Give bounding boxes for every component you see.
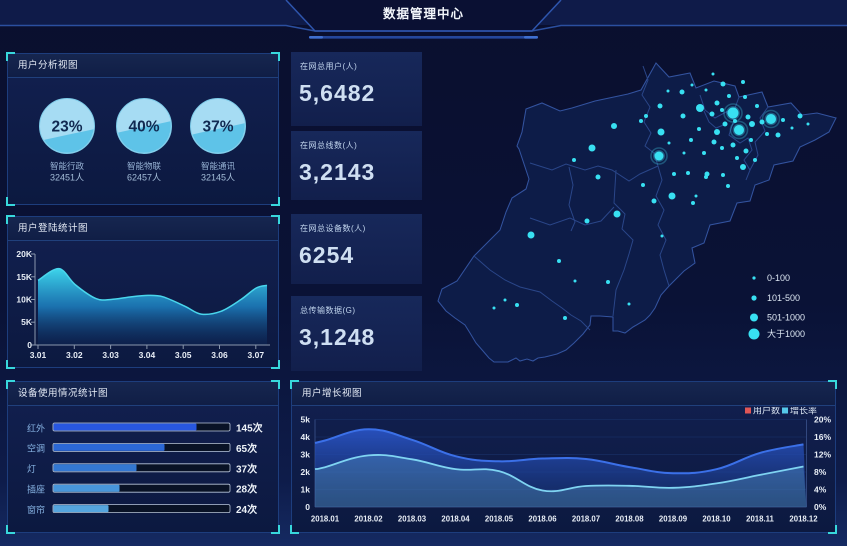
svg-text:0%: 0%: [814, 502, 827, 512]
svg-text:2018.09: 2018.09: [659, 515, 688, 524]
svg-text:2018.10: 2018.10: [702, 515, 731, 524]
svg-text:1k: 1k: [301, 485, 311, 495]
svg-text:3.03: 3.03: [102, 350, 119, 360]
svg-text:37次: 37次: [236, 462, 257, 475]
svg-text:3.06: 3.06: [211, 350, 228, 360]
svg-text:2018.05: 2018.05: [485, 515, 514, 524]
svg-text:2018.02: 2018.02: [354, 515, 383, 524]
svg-text:窗帘: 窗帘: [27, 504, 45, 515]
svg-text:2018.12: 2018.12: [789, 515, 818, 524]
svg-text:2018.07: 2018.07: [572, 515, 600, 524]
svg-text:40%: 40%: [128, 119, 159, 136]
svg-text:2018.08: 2018.08: [615, 515, 644, 524]
svg-text:5k: 5k: [301, 415, 311, 425]
svg-text:4%: 4%: [814, 485, 827, 495]
svg-text:20%: 20%: [814, 415, 831, 425]
svg-text:灯: 灯: [27, 464, 36, 474]
svg-text:28次: 28次: [236, 483, 257, 496]
svg-text:0: 0: [27, 340, 32, 350]
svg-text:8%: 8%: [814, 467, 827, 477]
svg-text:10K: 10K: [16, 295, 32, 305]
svg-text:2018.11: 2018.11: [746, 515, 774, 524]
svg-text:15K: 15K: [16, 272, 32, 282]
svg-text:3.02: 3.02: [66, 350, 83, 360]
svg-text:2018.04: 2018.04: [441, 515, 470, 524]
svg-text:3.04: 3.04: [139, 350, 156, 360]
svg-text:用户数: 用户数: [753, 407, 780, 416]
svg-text:大于1000: 大于1000: [767, 328, 805, 339]
svg-text:3.07: 3.07: [248, 350, 265, 360]
svg-text:32451人: 32451人: [50, 173, 84, 183]
svg-text:2018.03: 2018.03: [398, 515, 427, 524]
svg-text:智能行政: 智能行政: [50, 161, 85, 171]
svg-text:62457人: 62457人: [127, 173, 161, 183]
svg-text:红外: 红外: [27, 422, 45, 433]
svg-text:32145人: 32145人: [201, 173, 235, 183]
svg-text:3.05: 3.05: [175, 350, 192, 360]
svg-text:145次: 145次: [236, 422, 263, 435]
svg-text:12%: 12%: [814, 450, 831, 460]
svg-text:空调: 空调: [27, 443, 45, 454]
svg-text:智能通讯: 智能通讯: [201, 161, 236, 171]
svg-text:3k: 3k: [301, 450, 311, 460]
svg-text:501-1000: 501-1000: [767, 313, 805, 323]
svg-text:插座: 插座: [27, 484, 45, 495]
svg-text:2018.01: 2018.01: [311, 515, 340, 524]
svg-text:20K: 20K: [16, 249, 32, 259]
svg-text:101-500: 101-500: [767, 293, 800, 303]
svg-text:4k: 4k: [301, 432, 311, 442]
svg-text:2k: 2k: [301, 467, 311, 477]
svg-text:0-100: 0-100: [767, 273, 790, 283]
svg-text:65次: 65次: [236, 442, 257, 455]
svg-text:2018.06: 2018.06: [528, 515, 557, 524]
svg-text:5K: 5K: [21, 317, 33, 327]
svg-text:智能物联: 智能物联: [127, 161, 162, 171]
svg-text:37%: 37%: [202, 119, 233, 136]
svg-text:24次: 24次: [236, 503, 257, 516]
svg-text:3.01: 3.01: [30, 350, 47, 360]
svg-text:0: 0: [305, 502, 310, 512]
svg-text:23%: 23%: [51, 119, 82, 136]
svg-text:16%: 16%: [814, 432, 831, 442]
svg-text:增长率: 增长率: [790, 407, 817, 416]
